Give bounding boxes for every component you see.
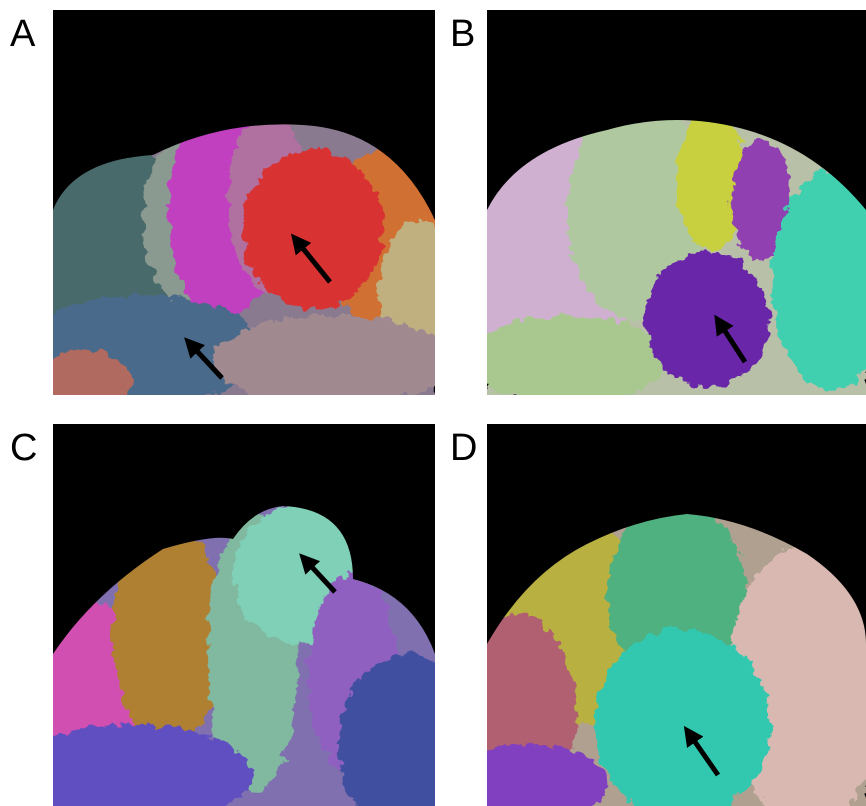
panel-c [13,424,478,806]
panel-label: D [450,427,477,469]
page: {"panels": [{"label": "A"}, {"label": "B… [0,0,866,806]
panel-a [13,10,458,410]
panel-d [447,424,866,806]
panel-b [457,10,866,405]
panel-label: A [10,13,36,55]
figure: A B C D [0,0,866,806]
panel-label: C [10,427,37,469]
panel-label: B [450,13,475,55]
